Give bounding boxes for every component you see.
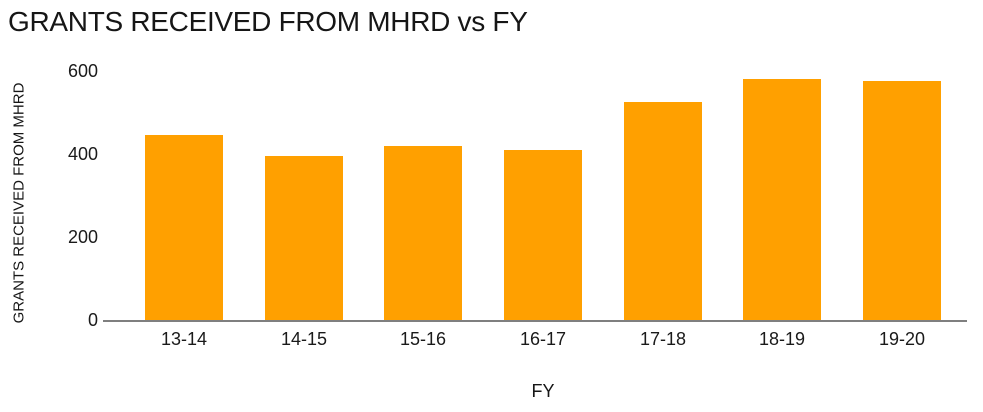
x-tick-label: 14-15 — [280, 329, 328, 349]
x-tick-label: 18-19 — [758, 329, 806, 349]
y-tick-label: 0 — [87, 310, 98, 330]
x-tick-label: 16-17 — [519, 329, 567, 349]
bar — [384, 146, 462, 320]
x-tick-label: 13-14 — [160, 329, 208, 349]
bar — [863, 81, 941, 320]
bar — [265, 156, 343, 320]
chart-title: GRANTS RECEIVED FROM MHRD vs FY — [8, 6, 528, 37]
y-axis-label: GRANTS RECEIVED FROM MHRD — [10, 82, 28, 324]
bar — [624, 102, 702, 320]
x-tick-label: 17-18 — [639, 329, 687, 349]
y-tick-label: 400 — [67, 144, 98, 164]
x-axis-label: FY — [531, 381, 555, 401]
bar — [145, 135, 223, 320]
bar — [743, 79, 821, 320]
y-tick-label: 200 — [67, 227, 98, 247]
x-tick-label: 15-16 — [399, 329, 447, 349]
y-tick-label: 600 — [67, 61, 98, 81]
x-tick-label: 19-20 — [878, 329, 926, 349]
plot-area — [103, 71, 967, 322]
bar — [504, 150, 582, 320]
